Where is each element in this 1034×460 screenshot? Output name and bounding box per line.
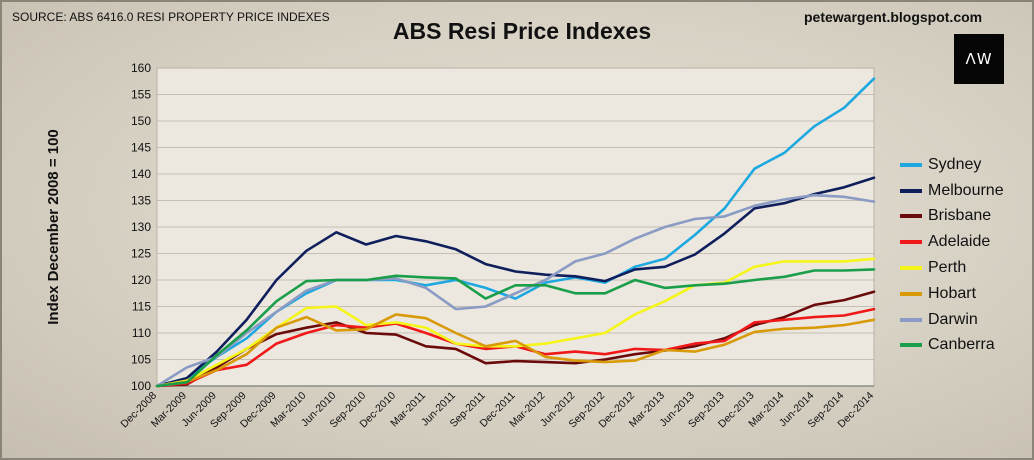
legend-swatch	[900, 240, 922, 245]
series-line-brisbane	[155, 290, 876, 388]
legend-label: Canberra	[928, 336, 995, 354]
y-tick-label: 105	[131, 353, 151, 367]
y-tick-label: 115	[132, 300, 151, 314]
y-tick-label: 145	[131, 141, 151, 155]
legend-label: Melbourne	[928, 181, 1004, 199]
chart-title: ABS Resi Price Indexes	[392, 18, 652, 44]
legend-label: Perth	[928, 259, 967, 277]
series-line-hobart	[155, 313, 876, 388]
legend-swatch	[900, 266, 922, 271]
y-tick-label: 100	[131, 379, 151, 393]
legend-swatch	[900, 214, 922, 219]
legend-swatch	[900, 317, 922, 322]
legend-swatch	[900, 188, 922, 193]
legend-swatch	[900, 291, 922, 296]
y-tick-label: 140	[131, 167, 151, 181]
legend: Sydney Melbourne Brisbane Adelaide Perth Hoba…	[900, 152, 1004, 358]
legend-item-darwin: Darwin	[900, 307, 1004, 333]
aw-logo: ΛW	[954, 34, 1004, 84]
legend-item-melbourne: Melbourne	[900, 178, 1004, 204]
y-tick-label: 125	[131, 247, 151, 261]
legend-label: Sydney	[928, 155, 982, 173]
legend-label: Darwin	[928, 310, 978, 328]
series-line-canberra	[155, 268, 876, 388]
legend-swatch	[900, 343, 922, 348]
legend-item-sydney: Sydney	[900, 152, 1004, 178]
legend-label: Hobart	[928, 284, 977, 302]
legend-item-hobart: Hobart	[900, 281, 1004, 307]
series-line-darwin	[155, 193, 876, 388]
source-note: SOURCE: ABS 6416.0 RESI PROPERTY PRICE I…	[12, 10, 330, 24]
legend-item-brisbane: Brisbane	[900, 204, 1004, 230]
y-tick-label: 135	[131, 194, 151, 208]
legend-label: Brisbane	[928, 207, 992, 225]
legend-label: Adelaide	[928, 233, 991, 251]
y-tick-label: 130	[131, 220, 151, 234]
y-tick-label: 110	[132, 326, 151, 340]
y-axis-label: Index December 2008 = 100	[45, 129, 62, 325]
legend-item-perth: Perth	[900, 255, 1004, 281]
legend-swatch	[900, 162, 922, 167]
blog-url: petewargent.blogspot.com	[804, 9, 983, 25]
y-tick-label: 150	[131, 114, 151, 128]
y-tick-label: 120	[131, 273, 151, 287]
series-line-melbourne	[155, 176, 876, 388]
y-tick-label: 155	[131, 88, 151, 102]
y-tick-label: 160	[131, 61, 151, 75]
legend-item-adelaide: Adelaide	[900, 229, 1004, 255]
legend-item-canberra: Canberra	[900, 333, 1004, 359]
